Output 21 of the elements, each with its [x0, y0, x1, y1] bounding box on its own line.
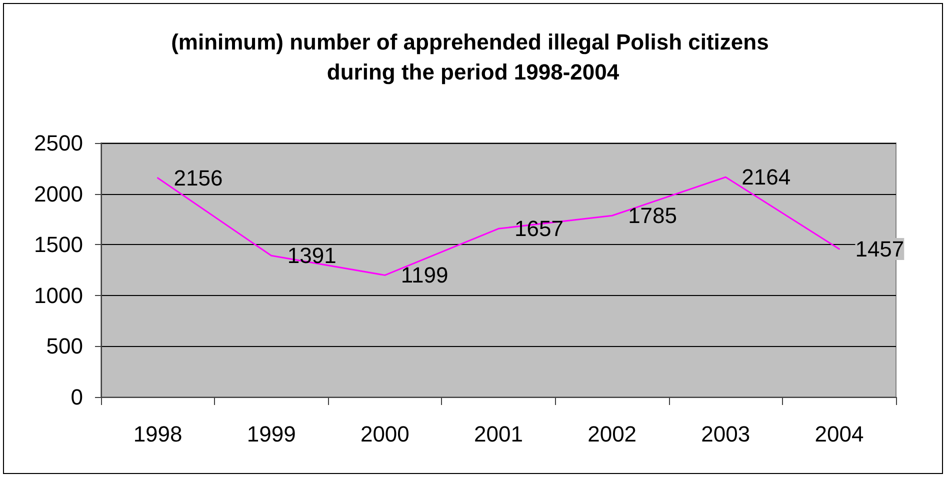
x-tick-label: 2003 — [701, 422, 750, 446]
x-tick-label: 2000 — [360, 422, 410, 446]
y-tick-label: 500 — [46, 334, 83, 359]
data-label: 1785 — [628, 203, 678, 228]
y-tick-label: 1500 — [34, 232, 83, 258]
data-label: 1657 — [514, 216, 564, 242]
data-label: 1199 — [400, 262, 448, 288]
data-label: 1391 — [287, 243, 336, 268]
chart-title: (minimum) number of apprehended illegal Polish citizens during the period 1998-2004 — [171, 30, 775, 84]
x-tick-label: 2004 — [814, 422, 864, 446]
x-tick-label: 2002 — [588, 422, 637, 446]
data-label: 2164 — [742, 164, 791, 190]
y-tick-label: 2000 — [34, 181, 83, 206]
y-tick-label: 2500 — [34, 130, 83, 156]
y-tick-label: 0 — [70, 384, 83, 410]
data-label: 1457 — [855, 236, 904, 262]
x-tick-label: 2001 — [474, 422, 523, 446]
x-tick-label: 1999 — [246, 422, 296, 446]
x-tick-label: 1998 — [133, 422, 182, 446]
data-label: 2156 — [174, 165, 223, 190]
y-tick-label: 1000 — [34, 282, 83, 308]
